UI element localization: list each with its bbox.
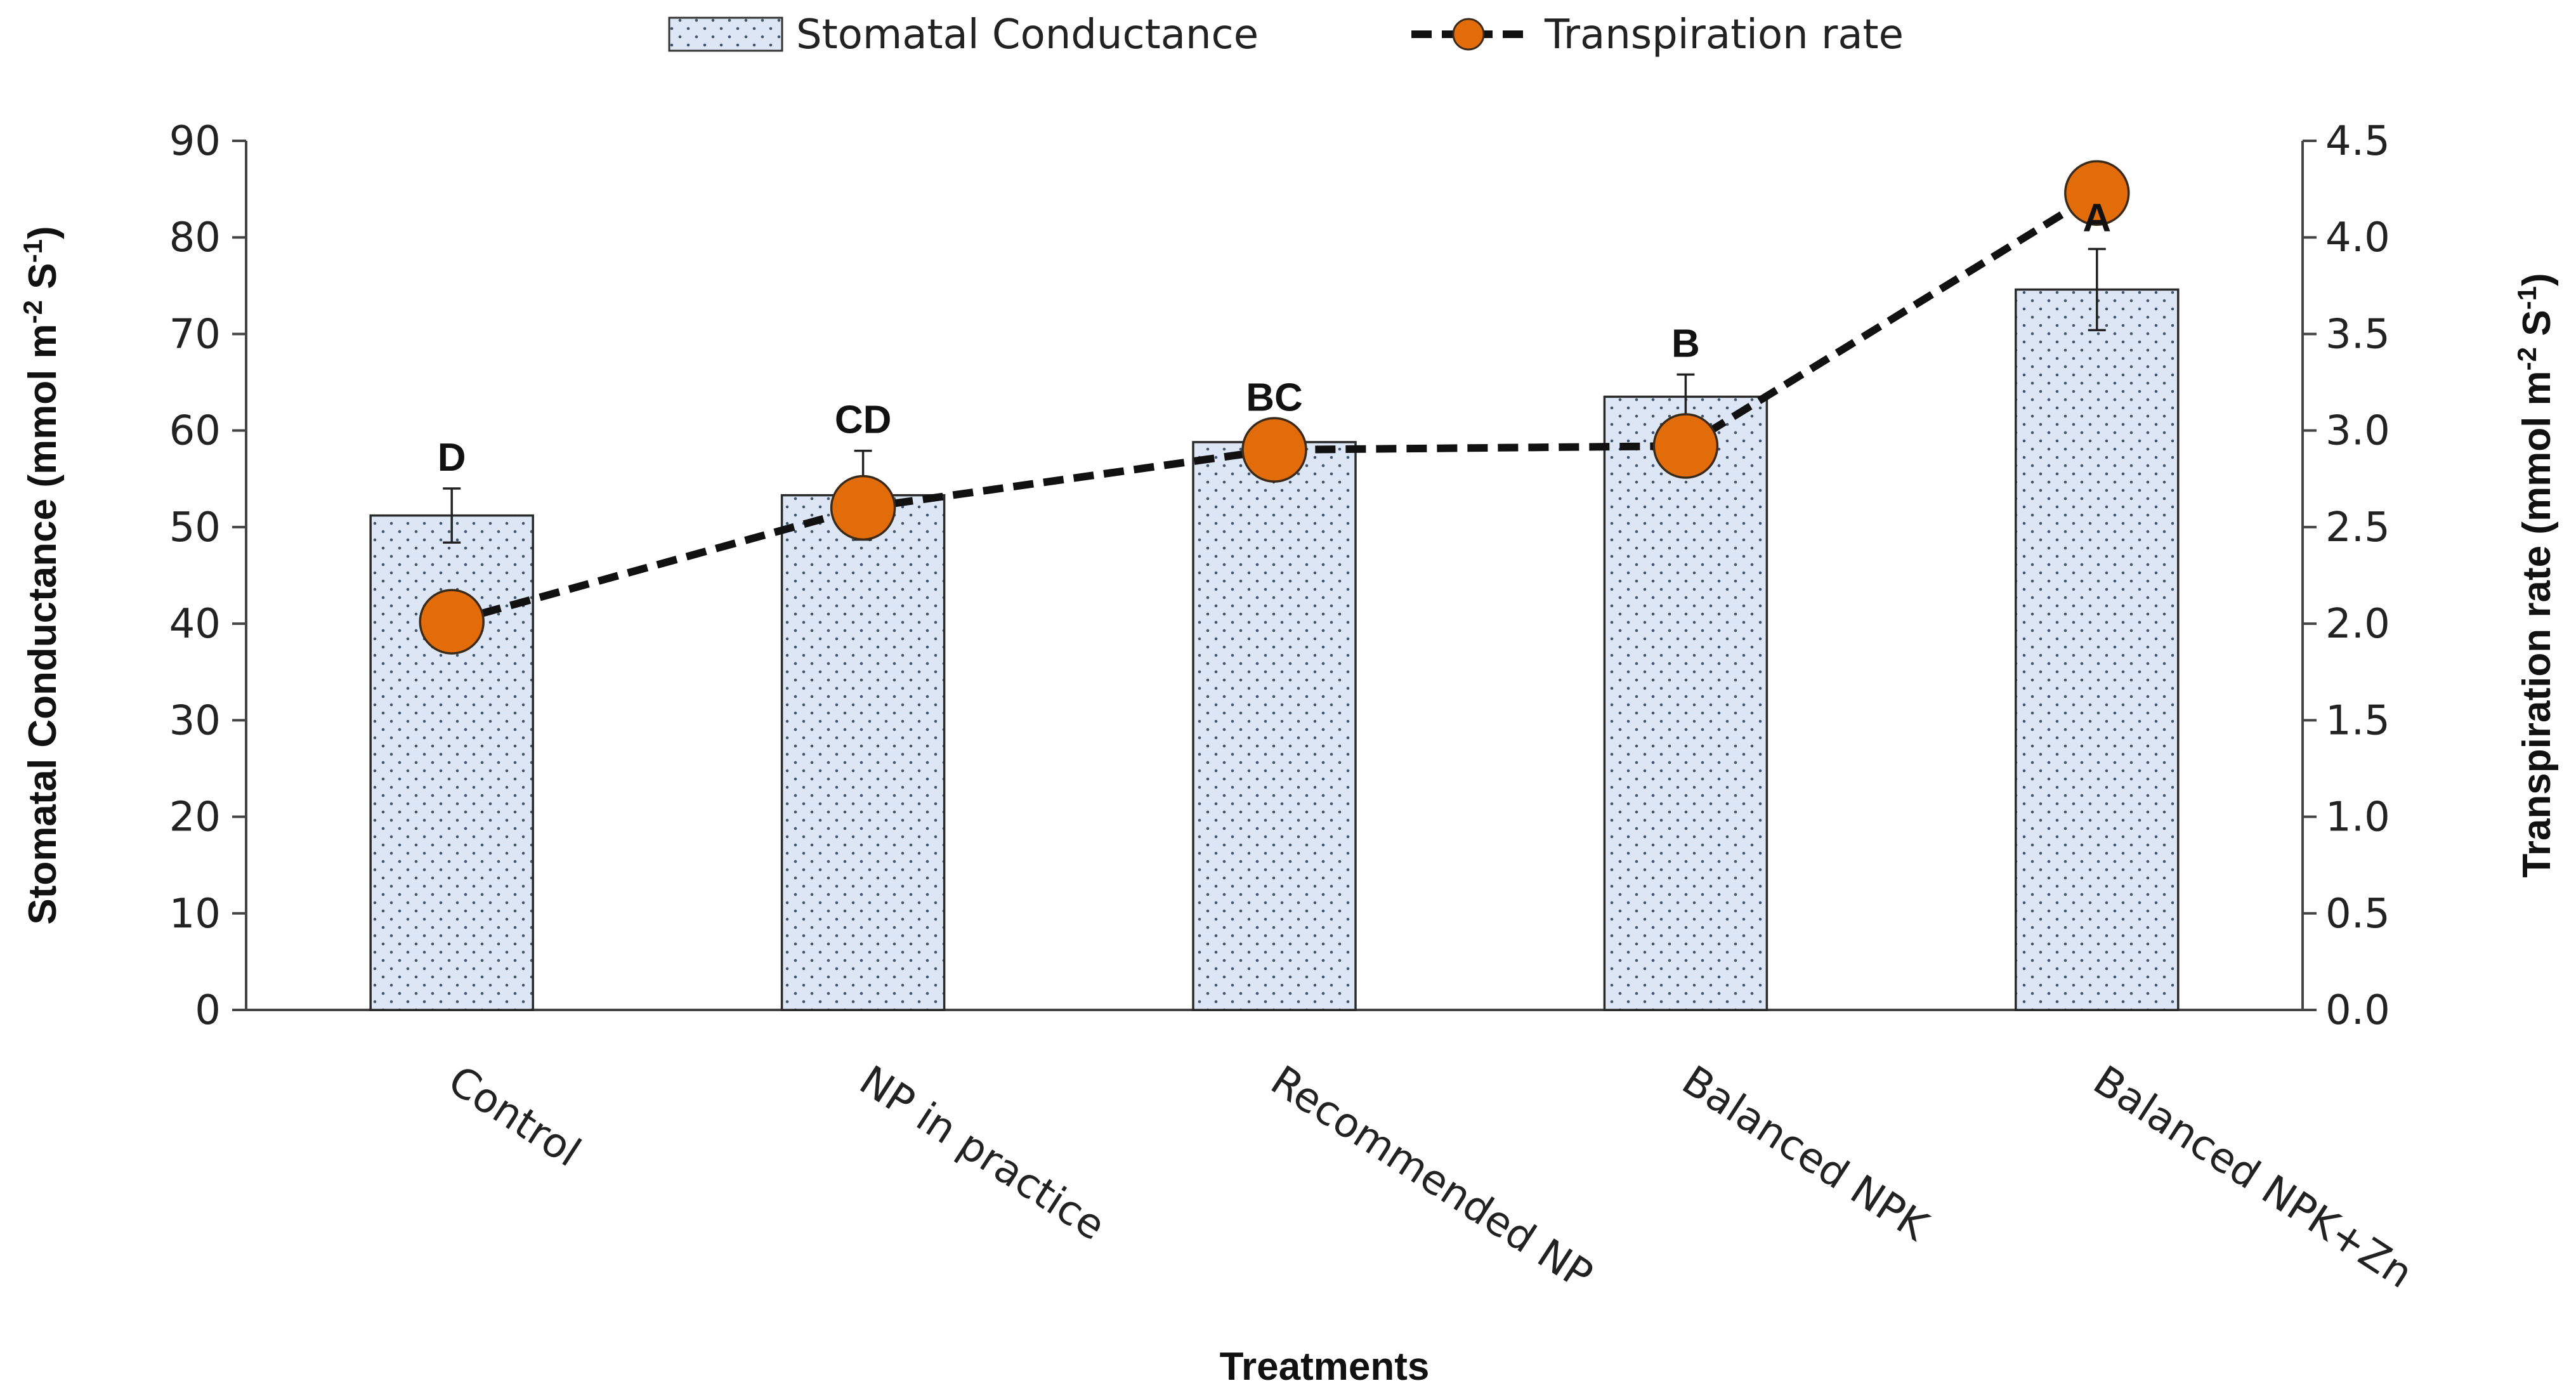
y-axis-right-ticks: 0.0 0.5 1.0 1.5 2.0 2.5 3.0 3.5 4.0 4.5 <box>2303 118 2390 1034</box>
legend-bar-swatch <box>668 16 783 52</box>
transpiration-point <box>2064 160 2130 226</box>
significance-letter: B <box>1671 322 1700 365</box>
y-right-tick-label: 3.5 <box>2325 311 2390 358</box>
significance-letter: A <box>2082 196 2111 240</box>
svg-text:Stomatal Conductance (mmol m-2: Stomatal Conductance (mmol m-2 S-1) <box>18 226 65 924</box>
y-left-tick-label: 40 <box>169 601 221 648</box>
y-right-tick-label: 1.5 <box>2325 697 2390 744</box>
transpiration-line <box>419 160 2130 655</box>
significance-letter: D <box>438 436 466 480</box>
y-axis-right-title-mid: S <box>2515 310 2559 347</box>
y-axis-right-title-main: Transpiration rate (mmol m <box>2515 370 2559 877</box>
x-tick-label: Balanced NPK <box>1674 1057 1937 1250</box>
y-axis-left-title: Stomatal Conductance (mmol m-2 S-1) <box>18 226 65 924</box>
y-left-tick-label: 70 <box>169 311 221 358</box>
y-axis-right-title: Transpiration rate (mmol m-2 S-1) <box>2512 273 2559 877</box>
legend-bar-label: Stomatal Conductance <box>796 11 1259 58</box>
y-right-tick-label: 2.5 <box>2325 504 2390 551</box>
transpiration-point <box>419 589 485 655</box>
transpiration-point <box>1241 417 1307 483</box>
y-left-tick-label: 10 <box>169 891 221 938</box>
significance-letter: BC <box>1246 376 1303 420</box>
y-right-tick-label: 4.5 <box>2325 118 2390 165</box>
y-right-tick-label: 0.0 <box>2325 987 2390 1034</box>
y-axis-left-title-main: Stomatal Conductance (mmol m <box>21 324 65 924</box>
transpiration-point <box>1652 413 1719 479</box>
x-tick-label: NP in practice <box>851 1057 1113 1250</box>
significance-letter: CD <box>835 398 892 442</box>
y-axis-right-title-end: ) <box>2515 273 2559 286</box>
svg-text:Transpiration rate (mmol m-2 S: Transpiration rate (mmol m-2 S-1) <box>2512 273 2559 877</box>
y-axis-left-title-end: ) <box>21 226 65 239</box>
bars <box>369 288 2180 1011</box>
y-right-tick-label: 4.0 <box>2325 214 2390 261</box>
y-right-tick-label: 1.0 <box>2325 794 2390 841</box>
legend: Stomatal Conductance Transpiration rate <box>668 11 1904 58</box>
y-left-tick-label: 50 <box>169 504 221 551</box>
bar <box>780 494 946 1011</box>
x-tick-labels: Control NP in practice Recommended NP Balan… <box>440 1057 2421 1299</box>
transpiration-point <box>830 475 896 541</box>
y-axis-left-title-sup2: -1 <box>18 239 48 263</box>
y-right-tick-label: 0.5 <box>2325 891 2390 938</box>
y-right-tick-label: 2.0 <box>2325 601 2390 648</box>
y-right-tick-label: 3.0 <box>2325 408 2390 455</box>
x-tick-label: Recommended NP <box>1262 1057 1600 1299</box>
bar <box>2015 288 2180 1011</box>
bar <box>1603 395 1769 1011</box>
x-tick-label: Balanced NPK+Zn <box>2085 1057 2421 1297</box>
x-tick-label: Control <box>440 1057 588 1176</box>
y-axis-left-title-sup1: -2 <box>18 300 48 324</box>
y-axis-right-title-sup2: -1 <box>2512 286 2542 310</box>
legend-line-marker <box>1452 18 1485 51</box>
y-axis-left-ticks: 0 10 20 30 40 50 60 70 80 90 <box>169 118 246 1034</box>
y-left-tick-label: 80 <box>169 214 221 261</box>
significance-labels: D CD BC B A <box>438 196 2111 480</box>
y-left-tick-label: 90 <box>169 118 221 165</box>
x-axis-title: Treatments <box>1220 1345 1430 1389</box>
legend-line-label: Transpiration rate <box>1544 11 1904 58</box>
y-left-tick-label: 60 <box>169 408 221 455</box>
bar <box>1192 441 1357 1011</box>
y-left-tick-label: 30 <box>169 697 221 744</box>
y-axis-left-title-mid: S <box>21 263 65 300</box>
y-left-tick-label: 20 <box>169 794 221 841</box>
y-axis-right-title-sup1: -2 <box>2512 347 2542 370</box>
y-left-tick-label: 0 <box>195 987 221 1034</box>
